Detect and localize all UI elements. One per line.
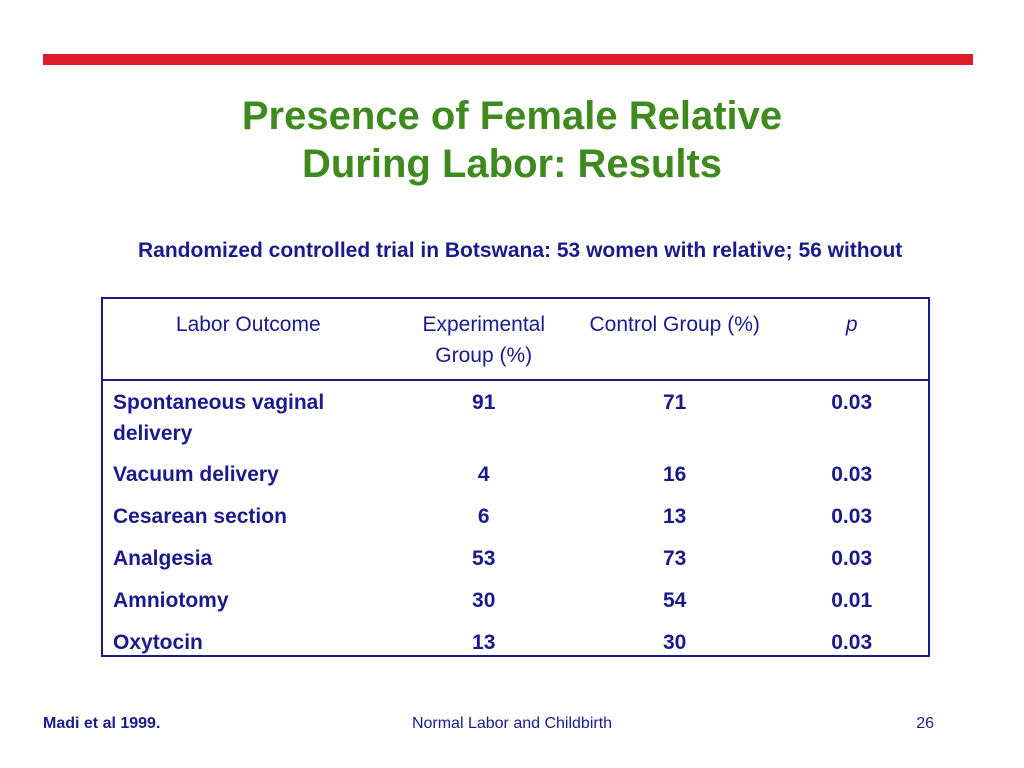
- slide-title: Presence of Female Relative During Labor…: [0, 92, 1024, 188]
- experimental-cell: 30: [472, 589, 496, 612]
- study-description: Randomized controlled trial in Botswana:…: [138, 239, 903, 262]
- control-cell: 16: [662, 463, 687, 486]
- table-row: Oxytocin 13 30 0.03: [103, 621, 928, 663]
- outcome-cell: Vacuum delivery: [113, 463, 279, 486]
- p-value-cell: 0.01: [831, 589, 873, 612]
- experimental-cell: 13: [472, 631, 496, 654]
- control-cell: 13: [662, 505, 687, 528]
- table-row: Vacuum delivery 4 16 0.03: [103, 453, 928, 495]
- p-value-cell: 0.03: [831, 463, 873, 486]
- table-row: Cesarean section 6 13 0.03: [103, 495, 928, 537]
- outcome-cell: Spontaneous vaginal delivery: [113, 391, 325, 445]
- slide-title-line-1: Presence of Female Relative: [241, 94, 783, 138]
- footer-course-title: Normal Labor and Childbirth: [411, 715, 613, 732]
- outcome-cell: Analgesia: [113, 547, 213, 570]
- experimental-cell: 91: [472, 391, 496, 414]
- control-cell: 30: [662, 631, 687, 654]
- control-cell: 73: [662, 547, 687, 570]
- experimental-cell: 53: [472, 547, 496, 570]
- outcome-cell: Oxytocin: [113, 631, 203, 654]
- p-value-cell: 0.03: [831, 547, 873, 570]
- experimental-cell: 4: [477, 463, 490, 486]
- top-red-rule: [43, 54, 973, 65]
- table-row: Spontaneous vaginal delivery 91 71 0.03: [103, 380, 928, 453]
- table-row: Amniotomy 30 54 0.01: [103, 579, 928, 621]
- header-experimental-group: Experimental Group (%): [393, 299, 574, 381]
- footer-citation: Madi et al 1999.: [43, 715, 161, 732]
- outcome-cell: Amniotomy: [113, 589, 229, 612]
- header-labor-outcome: Labor Outcome: [103, 299, 394, 381]
- control-cell: 71: [662, 391, 687, 414]
- header-control-group: Control Group (%): [573, 299, 776, 381]
- p-value-cell: 0.03: [831, 631, 873, 654]
- control-cell: 54: [662, 589, 687, 612]
- outcome-cell: Cesarean section: [113, 505, 287, 528]
- table-header-row: Labor Outcome Experimental Group (%) Con…: [103, 299, 928, 381]
- footer-page-number: 26: [916, 715, 934, 732]
- p-value-cell: 0.03: [831, 505, 873, 528]
- header-p-value: p: [775, 299, 928, 381]
- slide-title-line-2: During Labor: Results: [301, 142, 723, 186]
- table-row: Analgesia 53 73 0.03: [103, 537, 928, 579]
- results-table: Labor Outcome Experimental Group (%) Con…: [101, 297, 930, 657]
- experimental-cell: 6: [477, 505, 490, 528]
- p-value-cell: 0.03: [831, 391, 873, 414]
